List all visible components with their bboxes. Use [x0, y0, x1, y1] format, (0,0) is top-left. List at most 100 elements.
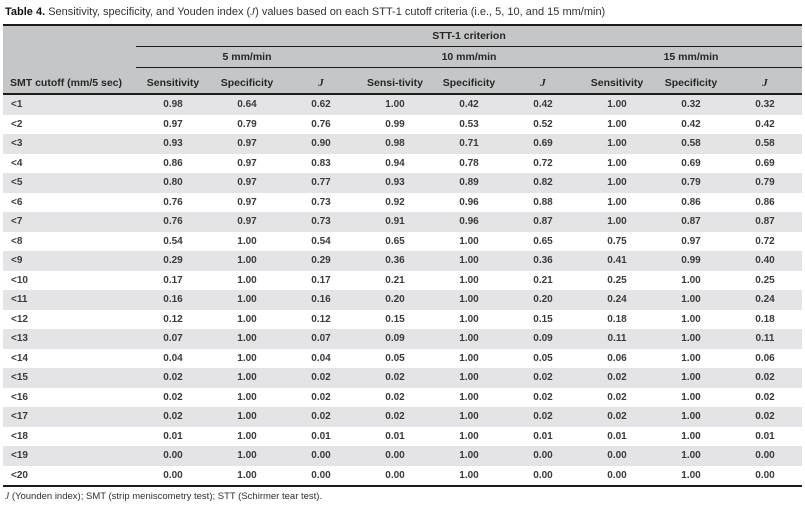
value-cell: 0.65	[533, 235, 553, 247]
cutoff-cell: <11	[11, 294, 28, 306]
header-sensitivity-15: Sensitivity	[580, 67, 654, 95]
value-cell: 1.00	[237, 469, 257, 481]
value-cell: 0.54	[163, 235, 183, 247]
value-cell: 0.69	[533, 138, 553, 150]
value-cell: 1.00	[237, 333, 257, 345]
cutoff-cell: <15	[11, 372, 28, 384]
value-cell: 0.97	[163, 118, 183, 130]
value-cell: 0.02	[385, 411, 405, 423]
value-cell: 0.97	[237, 138, 257, 150]
table-row: <1 0.98 0.64 0.62 1.00 0.42 0.42 1.00 0.32 0.32	[3, 94, 802, 115]
value-cell: 0.36	[385, 255, 405, 267]
value-cell: 1.00	[607, 99, 627, 111]
value-cell: 0.00	[755, 450, 775, 462]
value-cell: 0.24	[755, 294, 775, 306]
value-cell: 0.18	[755, 313, 775, 325]
value-cell: 1.00	[459, 450, 479, 462]
table-title-j: J	[250, 6, 256, 18]
value-cell: 0.72	[755, 235, 775, 247]
value-cell: 0.12	[311, 313, 331, 325]
value-cell: 0.89	[459, 177, 479, 189]
value-cell: 1.00	[681, 352, 701, 364]
value-cell: 0.16	[311, 294, 331, 306]
value-cell: 0.02	[533, 391, 553, 403]
value-cell: 0.93	[385, 177, 405, 189]
table-row: <11 0.16 1.00 0.16 0.20 1.00 0.20 0.24 1.00 0.24	[3, 290, 802, 310]
value-cell: 0.53	[459, 118, 479, 130]
table-title-text-before: Sensitivity, specificity, and Youden ind…	[45, 6, 251, 18]
value-cell: 0.02	[311, 391, 331, 403]
header-smt-cutoff: SMT cutoff (mm/5 sec)	[3, 25, 136, 95]
value-cell: 0.87	[681, 216, 701, 228]
value-cell: 1.00	[459, 430, 479, 442]
value-cell: 0.02	[533, 372, 553, 384]
value-cell: 0.71	[459, 138, 479, 150]
value-cell: 0.04	[163, 352, 183, 364]
value-cell: 0.79	[755, 177, 775, 189]
cutoff-cell: <6	[11, 196, 23, 208]
value-cell: 0.54	[311, 235, 331, 247]
table-row: <6 0.76 0.97 0.73 0.92 0.96 0.88 1.00 0.86 0.86	[3, 192, 802, 212]
header-j-15: J	[728, 67, 802, 95]
value-cell: 0.24	[607, 294, 627, 306]
value-cell: 0.92	[385, 196, 405, 208]
value-cell: 0.20	[533, 294, 553, 306]
value-cell: 0.76	[163, 216, 183, 228]
value-cell: 0.29	[311, 255, 331, 267]
value-cell: 0.01	[607, 430, 627, 442]
table-header: SMT cutoff (mm/5 sec) STT-1 criterion 5 …	[3, 25, 802, 95]
cutoff-cell: <7	[11, 216, 23, 228]
cutoff-cell: <9	[11, 255, 23, 267]
header-group-5mm: 5 mm/min	[136, 46, 358, 68]
value-cell: 0.76	[311, 118, 331, 130]
value-cell: 0.86	[755, 196, 775, 208]
table-row: <15 0.02 1.00 0.02 0.02 1.00 0.02 0.02 1.00 0.02	[3, 368, 802, 388]
value-cell: 1.00	[459, 294, 479, 306]
value-cell: 0.00	[385, 469, 405, 481]
value-cell: 0.20	[385, 294, 405, 306]
table-row: <3 0.93 0.97 0.90 0.98 0.71 0.69 1.00 0.58 0.58	[3, 134, 802, 154]
value-cell: 0.02	[607, 391, 627, 403]
value-cell: 0.15	[385, 313, 405, 325]
cutoff-cell: <5	[11, 177, 23, 189]
table-row: <8 0.54 1.00 0.54 0.65 1.00 0.65 0.75 0.97 0.72	[3, 231, 802, 251]
header-j-5: J	[284, 67, 358, 95]
value-cell: 1.00	[237, 235, 257, 247]
value-cell: 0.98	[163, 99, 183, 111]
value-cell: 0.09	[533, 333, 553, 345]
value-cell: 0.69	[755, 157, 775, 169]
cutoff-cell: <4	[11, 157, 23, 169]
value-cell: 0.96	[459, 196, 479, 208]
value-cell: 0.00	[533, 469, 553, 481]
value-cell: 0.05	[533, 352, 553, 364]
value-cell: 1.00	[681, 333, 701, 345]
value-cell: 0.86	[163, 157, 183, 169]
value-cell: 0.75	[607, 235, 627, 247]
table-row: <5 0.80 0.97 0.77 0.93 0.89 0.82 1.00 0.79 0.79	[3, 173, 802, 193]
value-cell: 1.00	[459, 411, 479, 423]
value-cell: 0.91	[385, 216, 405, 228]
value-cell: 0.25	[755, 274, 775, 286]
value-cell: 1.00	[237, 255, 257, 267]
cutoff-cell: <2	[11, 118, 23, 130]
value-cell: 0.42	[533, 99, 553, 111]
value-cell: 1.00	[459, 372, 479, 384]
value-cell: 0.04	[311, 352, 331, 364]
value-cell: 1.00	[459, 391, 479, 403]
value-cell: 1.00	[459, 313, 479, 325]
table-body: <1 0.98 0.64 0.62 1.00 0.42 0.42 1.00 0.32 0.32 <2…	[3, 94, 802, 486]
footnote-text: (Younden index); SMT (strip meniscometry…	[9, 491, 323, 502]
value-cell: 0.42	[459, 99, 479, 111]
cutoff-cell: <13	[11, 333, 28, 345]
cutoff-cell: <10	[11, 274, 28, 286]
value-cell: 0.41	[607, 255, 627, 267]
value-cell: 1.00	[237, 411, 257, 423]
footnote-j: J	[5, 492, 10, 502]
table-row: <10 0.17 1.00 0.17 0.21 1.00 0.21 0.25 1.00 0.25	[3, 270, 802, 290]
table-row: <20 0.00 1.00 0.00 0.00 1.00 0.00 0.00 1.00 0.00	[3, 465, 802, 486]
value-cell: 0.00	[607, 469, 627, 481]
value-cell: 0.79	[681, 177, 701, 189]
header-specificity-10: Specificity	[432, 67, 506, 95]
table-row: <18 0.01 1.00 0.01 0.01 1.00 0.01 0.01 1.00 0.01	[3, 426, 802, 446]
